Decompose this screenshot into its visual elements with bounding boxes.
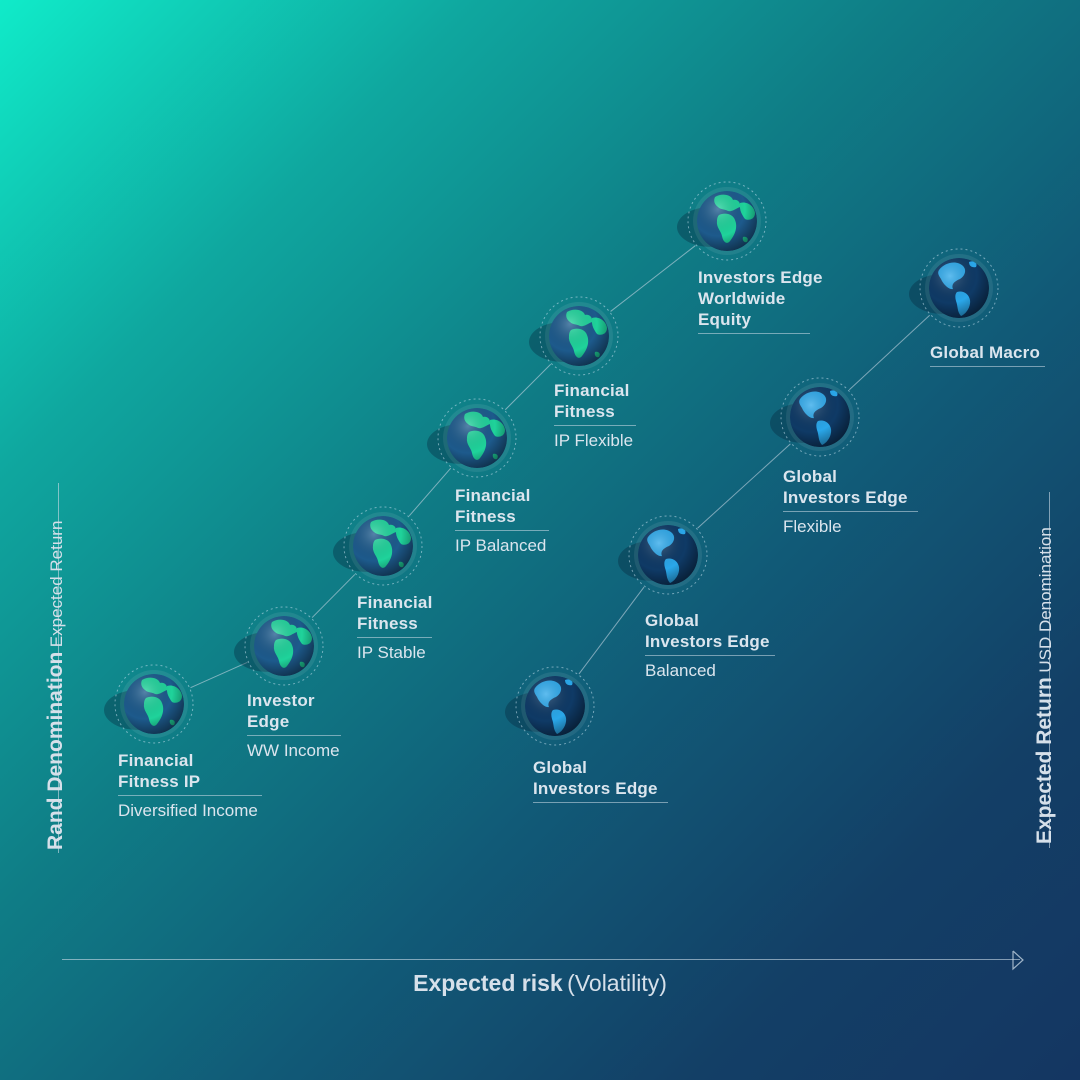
fund-title-line: Global [783, 467, 838, 486]
label-divider [118, 795, 262, 796]
right-axis-line [1049, 492, 1050, 848]
fund-subtitle: Balanced [645, 661, 716, 680]
label-divider [783, 511, 918, 512]
left-axis-title: Rand Denomination Expected Return [44, 521, 68, 850]
fund-title-line: Fitness IP [118, 772, 201, 791]
right-axis-title: Expected Return USD Denomination [1033, 527, 1057, 844]
x-axis-title-regular: (Volatility) [567, 970, 667, 996]
arrow-right-icon [1012, 950, 1024, 971]
fund-title-line: Financial [554, 381, 630, 400]
globe-americas-icon [618, 513, 710, 597]
left-axis-title-bold: Rand Denomination [44, 651, 67, 850]
fund-subtitle: Diversified Income [118, 801, 258, 820]
fund-title-line: Global [645, 611, 700, 630]
label-divider [930, 366, 1045, 367]
fund-title-line: Investors Edge [533, 779, 658, 798]
globe-europe-africa-icon [333, 504, 425, 588]
fund-label: Investors Edge Worldwide Equity [698, 267, 823, 334]
label-divider [554, 425, 636, 426]
x-axis-line [62, 959, 1020, 960]
usd-connector-0 [578, 586, 645, 675]
fund-title-line: Global [533, 758, 588, 777]
fund-label: Financial Fitness IP Stable [357, 592, 433, 663]
rand-connector-3 [504, 363, 552, 411]
fund-title-line: Edge [247, 712, 290, 731]
left-axis-line [58, 483, 59, 853]
globe-americas-icon [505, 664, 597, 748]
label-divider [533, 802, 668, 803]
fund-subtitle: IP Flexible [554, 431, 634, 450]
fund-title-line: Equity [698, 310, 752, 329]
label-divider [247, 735, 341, 736]
globe-europe-africa-icon [104, 662, 196, 746]
label-divider [698, 333, 810, 334]
fund-title-line: Investors Edge [783, 488, 908, 507]
right-axis-title-regular: USD Denomination [1036, 527, 1055, 673]
usd-connector-2 [848, 314, 931, 391]
fund-title-line: Worldwide [698, 289, 786, 308]
x-axis-title-bold: Expected risk [413, 970, 563, 996]
fund-title-line: Investors Edge [645, 632, 770, 651]
fund-subtitle: WW Income [247, 741, 340, 760]
fund-title-line: Investor [247, 691, 315, 710]
fund-label: Financial Fitness IP Diversified Income [118, 750, 262, 821]
fund-subtitle: IP Balanced [455, 536, 547, 555]
fund-subtitle: IP Stable [357, 643, 426, 662]
fund-subtitle: Flexible [783, 517, 842, 536]
fund-title-line: Financial [118, 751, 194, 770]
right-axis-title-bold: Expected Return [1033, 677, 1056, 844]
label-divider [357, 637, 432, 638]
fund-label: Global Macro [930, 342, 1045, 367]
fund-title-line: Fitness [554, 402, 615, 421]
fund-label: Financial Fitness IP Flexible [554, 380, 636, 451]
globe-europe-africa-icon [529, 294, 621, 378]
fund-label: Global Investors Edge Balanced [645, 610, 775, 681]
globe-europe-africa-icon [427, 396, 519, 480]
x-axis-title: Expected risk (Volatility) [0, 970, 1080, 997]
label-divider [645, 655, 775, 656]
globe-americas-icon [770, 375, 862, 459]
usd-connector-1 [697, 443, 791, 529]
globe-europe-africa-icon [234, 604, 326, 688]
fund-label: Global Investors Edge Flexible [783, 466, 918, 537]
fund-title-line: Financial [357, 593, 433, 612]
fund-title-line: Investors Edge [698, 268, 823, 287]
rand-connector-0 [190, 661, 248, 689]
rand-connector-2 [408, 467, 452, 517]
label-divider [455, 530, 549, 531]
rand-connector-4 [610, 245, 696, 312]
fund-title-line: Fitness [455, 507, 516, 526]
rand-connector-1 [311, 574, 356, 618]
fund-title-line: Financial [455, 486, 531, 505]
fund-label: Investor Edge WW Income [247, 690, 341, 761]
fund-title-line: Global Macro [930, 343, 1041, 362]
left-axis-title-regular: Expected Return [47, 520, 66, 648]
fund-label: Global Investors Edge [533, 757, 668, 803]
fund-title-line: Fitness [357, 614, 418, 633]
globe-americas-icon [909, 246, 1001, 330]
fund-label: Financial Fitness IP Balanced [455, 485, 549, 556]
globe-europe-africa-icon [677, 179, 769, 263]
